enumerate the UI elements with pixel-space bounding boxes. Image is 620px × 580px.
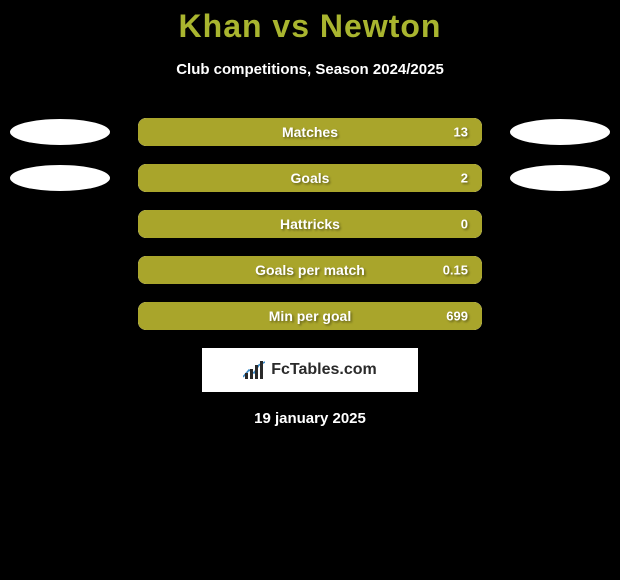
player-right-pill — [510, 119, 610, 145]
stat-label: Matches — [138, 124, 482, 140]
footer-date: 19 january 2025 — [0, 410, 620, 427]
brand-name: FcTables.com — [271, 361, 377, 379]
stat-label: Goals per match — [138, 262, 482, 278]
stat-row: Matches13 — [0, 118, 620, 146]
content: Khan vs Newton Club competitions, Season… — [0, 0, 620, 427]
brand-badge: FcTables.com — [202, 348, 418, 392]
stat-value: 699 — [446, 309, 468, 324]
stat-label: Min per goal — [138, 308, 482, 324]
stat-label: Goals — [138, 170, 482, 186]
subtitle: Club competitions, Season 2024/2025 — [0, 61, 620, 78]
stat-bar: Matches13 — [138, 118, 482, 146]
player-right-pill — [510, 165, 610, 191]
stat-label: Hattricks — [138, 216, 482, 232]
stat-bar: Hattricks0 — [138, 210, 482, 238]
stats-rows: Matches13 Goals2 Hattricks0 Goals per match… — [0, 118, 620, 330]
page-title: Khan vs Newton — [0, 8, 620, 45]
stat-row: Min per goal699 — [0, 302, 620, 330]
comparison-infographic: Khan vs Newton Club competitions, Season… — [0, 0, 620, 580]
stat-value: 13 — [454, 125, 468, 140]
stat-bar: Min per goal699 — [138, 302, 482, 330]
player-left-pill — [10, 119, 110, 145]
stat-row: Hattricks0 — [0, 210, 620, 238]
stat-value: 0.15 — [443, 263, 468, 278]
stat-bar: Goals per match0.15 — [138, 256, 482, 284]
stat-bar: Goals2 — [138, 164, 482, 192]
player-left-pill — [10, 165, 110, 191]
stat-row: Goals2 — [0, 164, 620, 192]
brand-chart-icon — [243, 361, 265, 379]
stat-value: 0 — [461, 217, 468, 232]
stat-value: 2 — [461, 171, 468, 186]
stat-row: Goals per match0.15 — [0, 256, 620, 284]
